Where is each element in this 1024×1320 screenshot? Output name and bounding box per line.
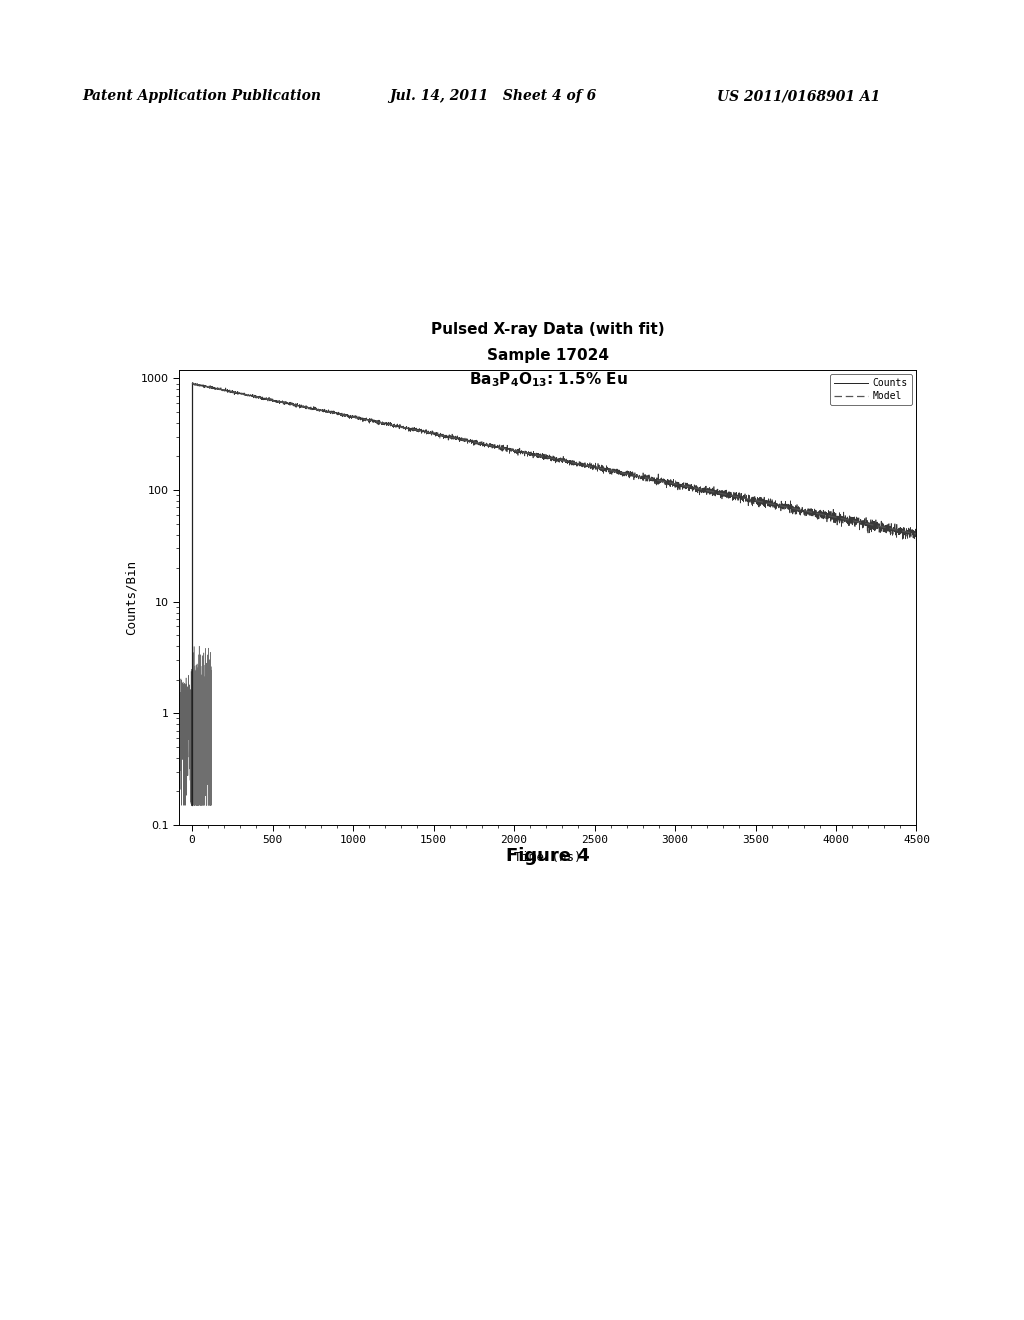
Text: Jul. 14, 2011   Sheet 4 of 6: Jul. 14, 2011 Sheet 4 of 6	[389, 90, 596, 103]
Text: $\mathbf{Ba_3P_4O_{13}}$: 1.5% Eu: $\mathbf{Ba_3P_4O_{13}}$: 1.5% Eu	[469, 371, 627, 389]
Text: Figure 4: Figure 4	[506, 847, 590, 866]
Text: Pulsed X-ray Data (with fit): Pulsed X-ray Data (with fit)	[431, 322, 665, 337]
X-axis label: Time (ns): Time (ns)	[514, 851, 582, 865]
Text: US 2011/0168901 A1: US 2011/0168901 A1	[717, 90, 880, 103]
Text: Sample 17024: Sample 17024	[486, 348, 609, 363]
Y-axis label: Counts/Bin: Counts/Bin	[125, 560, 138, 635]
Text: Patent Application Publication: Patent Application Publication	[82, 90, 321, 103]
Legend: Counts, Model: Counts, Model	[829, 375, 911, 405]
